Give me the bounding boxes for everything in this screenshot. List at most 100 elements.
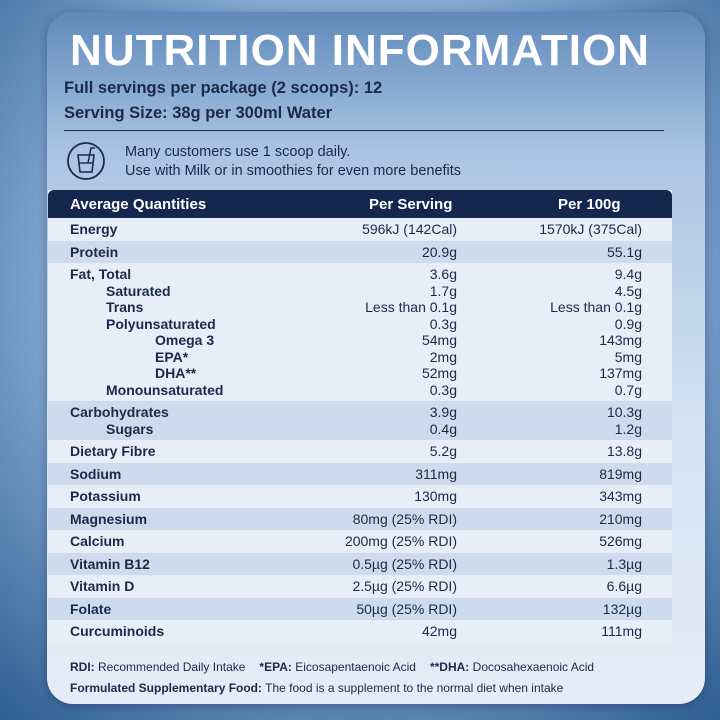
note-line: Use with Milk or in smoothies for even m… — [125, 163, 462, 179]
nutrient-name: Folate — [70, 600, 112, 617]
footnote-text: Docosahexaenoic Acid — [472, 660, 595, 674]
row-group: Fat, Total 3.6g 9.4g Saturated 1.7g 4.5g Trans… — [48, 263, 672, 401]
table-row: Dietary Fibre 5.2g 13.8g — [48, 443, 672, 460]
nutrient-name: Protein — [70, 243, 119, 260]
servings: Full servings per package (2 scoops): 12 — [64, 79, 383, 97]
per-100g: 132µg — [602, 600, 642, 617]
table-row: Magnesium 80mg (25% RDI) 210mg — [48, 511, 672, 528]
row-group: Vitamin B12 0.5µg (25% RDI) 1.3µg — [48, 552, 672, 575]
table-row: Vitamin D 2.5µg (25% RDI) 6.6µg — [48, 578, 672, 595]
nutrient-name: Omega 3 — [155, 332, 215, 348]
nutrient-name: Saturated — [106, 282, 171, 299]
serving-size: Serving Size: 38g per 300ml Water — [64, 104, 333, 122]
row-group: Magnesium 80mg (25% RDI) 210mg — [48, 507, 672, 530]
nutrient-name: Vitamin D — [70, 578, 135, 594]
per-100g: 5mg — [614, 348, 642, 365]
table-row: Monounsaturated 0.3g 0.7g — [48, 382, 672, 399]
table-header: Average Quantities Per Serving Per 100g — [48, 190, 672, 218]
table-row: EPA* 2mg 5mg — [48, 349, 672, 366]
footnote: *EPA: Eicosapentaenoic Acid — [259, 660, 416, 674]
table-row: Polyunsaturated 0.3g 0.9g — [48, 316, 672, 333]
cup-icon — [67, 142, 105, 180]
nutrient-name: DHA** — [155, 365, 197, 381]
row-group: Dietary Fibre 5.2g 13.8g — [48, 440, 672, 463]
per-serving: 596kJ (142Cal) — [362, 221, 457, 237]
footnote-text: Eicosapentaenoic Acid — [295, 660, 416, 674]
per-serving: 5.2g — [429, 443, 457, 459]
nutrient-name: Carbohydrates — [70, 404, 169, 420]
nutrient-name: Dietary Fibre — [70, 443, 156, 459]
per-serving: 0.3g — [429, 381, 457, 398]
per-serving: 1.7g — [429, 282, 457, 299]
nutrient-name: Vitamin B12 — [70, 555, 150, 572]
per-100g: 1.2g — [614, 420, 642, 437]
table-row: Sugars 0.4g 1.2g — [48, 421, 672, 438]
table-row: Carbohydrates 3.9g 10.3g — [48, 404, 672, 421]
per-serving: 3.9g — [429, 404, 457, 420]
per-100g: 111mg — [601, 623, 642, 639]
statement-text: The food is a supplement to the normal d… — [265, 681, 564, 695]
nutrient-name: Curcuminoids — [70, 623, 165, 639]
nutrient-name: Fat, Total — [70, 266, 132, 282]
per-serving: Less than 0.1g — [365, 299, 457, 315]
per-100g: 819mg — [599, 465, 642, 482]
column-header: Per 100g — [558, 196, 621, 213]
nutrient-name: Polyunsaturated — [106, 315, 216, 332]
per-100g: 13.8g — [606, 443, 642, 459]
nutrient-name: Sodium — [70, 465, 122, 482]
nutrition-table: Average Quantities Per Serving Per 100g … — [48, 190, 672, 643]
nutrient-name: Energy — [70, 221, 118, 237]
per-serving: 130mg — [414, 488, 457, 504]
footnote-text: Recommended Daily Intake — [98, 660, 246, 674]
footnote-term: **DHA: — [429, 660, 470, 674]
per-100g: 9.4g — [614, 266, 642, 282]
row-group: Sodium 311mg 819mg — [48, 462, 672, 485]
nutrient-name: Magnesium — [70, 510, 148, 527]
per-serving: 3.6g — [429, 266, 457, 282]
per-100g: 210mg — [599, 510, 642, 527]
per-serving: 311mg — [415, 465, 457, 482]
table-row: Omega 3 54mg 143mg — [48, 332, 672, 349]
nutrient-name: Trans — [106, 299, 144, 315]
per-serving: 54mg — [421, 332, 457, 348]
per-serving: 42mg — [421, 623, 457, 639]
per-serving: 52mg — [421, 365, 457, 381]
table-row: Fat, Total 3.6g 9.4g — [48, 266, 672, 283]
nutrient-name: EPA* — [155, 348, 189, 365]
table-row: Sodium 311mg 819mg — [48, 466, 672, 483]
per-100g: 4.5g — [614, 282, 642, 299]
table-row: DHA** 52mg 137mg — [48, 365, 672, 382]
per-100g: 526mg — [599, 533, 642, 549]
row-group: Protein 20.9g 55.1g — [48, 240, 672, 263]
row-group: Folate 50µg (25% RDI) 132µg — [48, 597, 672, 620]
per-serving: 20.9g — [421, 243, 457, 260]
column-header: Average Quantities — [70, 196, 207, 213]
per-serving: 0.4g — [429, 420, 457, 437]
table-row: Trans Less than 0.1g Less than 0.1g — [48, 299, 672, 316]
per-100g: Less than 0.1g — [550, 299, 642, 315]
row-group: Potassium 130mg 343mg — [48, 485, 672, 508]
nutrient-name: Potassium — [70, 488, 141, 504]
table-row: Protein 20.9g 55.1g — [48, 244, 672, 261]
per-serving: 0.3g — [429, 315, 457, 332]
title: NUTRITION INFORMATION — [70, 26, 650, 75]
per-100g: 1.3µg — [606, 555, 642, 572]
row-group: Vitamin D 2.5µg (25% RDI) 6.6µg — [48, 575, 672, 598]
per-100g: 0.7g — [614, 381, 642, 398]
table-row: Folate 50µg (25% RDI) 132µg — [48, 601, 672, 618]
table-row: Saturated 1.7g 4.5g — [48, 283, 672, 300]
row-group: Calcium 200mg (25% RDI) 526mg — [48, 530, 672, 553]
per-100g: 0.9g — [614, 315, 642, 332]
table-row: Energy 596kJ (142Cal) 1570kJ (375Cal) — [48, 221, 672, 238]
divider — [64, 130, 664, 131]
per-serving: 50µg (25% RDI) — [356, 600, 457, 617]
column-header: Per Serving — [369, 196, 453, 213]
per-100g: 6.6µg — [606, 578, 642, 594]
footnote-term: *EPA: — [259, 660, 292, 674]
per-100g: 10.3g — [606, 404, 642, 420]
per-serving: 2mg — [429, 348, 457, 365]
per-100g: 55.1g — [606, 243, 642, 260]
per-100g: 1570kJ (375Cal) — [539, 221, 642, 237]
statement: Formulated Supplementary Food: The food … — [70, 681, 563, 695]
